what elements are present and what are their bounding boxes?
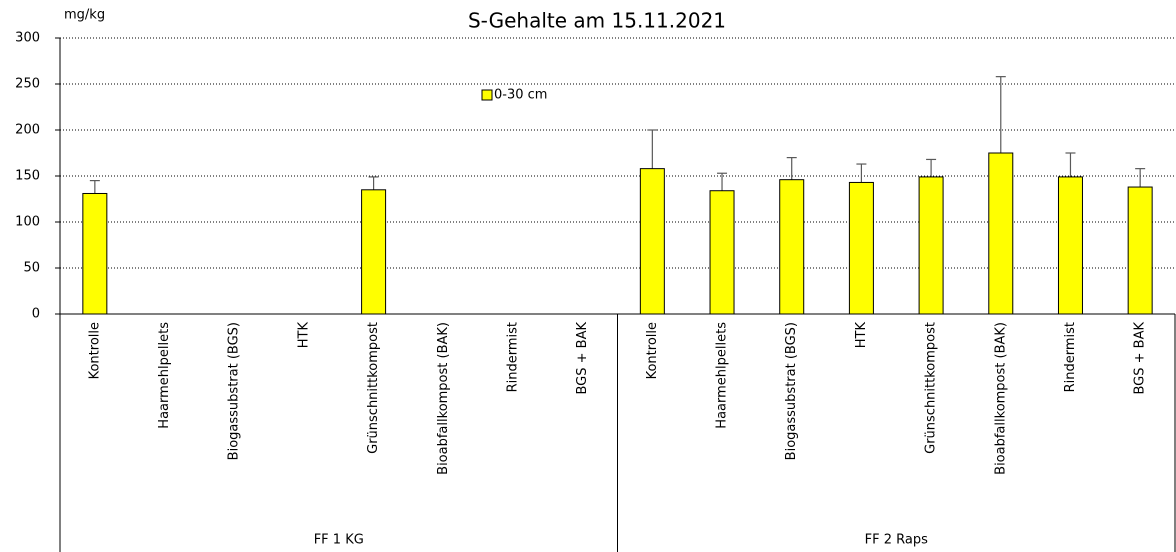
bar [918,176,944,315]
x-tick-label: Kontrolle [87,322,102,379]
x-tick-label: Grünschnittkompost [924,322,939,454]
x-tick-label: Rindermist [505,322,520,392]
bar [82,192,108,315]
x-tick-label: Biogassubstrat (BGS) [784,322,799,460]
bar [1127,186,1153,315]
y-tick-label: 50 [23,261,40,276]
y-tick-label: 0 [32,307,40,322]
x-tick-label: BGS + BAK [1133,322,1148,395]
chart-title: S-Gehalte am 15.11.2021 [468,9,726,33]
y-axis-label: mg/kg [64,8,105,23]
bar [709,190,735,315]
bar [639,168,665,315]
legend-swatch [481,89,493,101]
x-tick-label: BGS + BAK [575,322,590,395]
y-tick-label: 250 [15,77,40,92]
group-label: FF 2 Raps [865,533,928,548]
x-tick-label: Rindermist [1063,322,1078,392]
x-tick-label: Bioabfallkompost (BAK) [993,322,1008,475]
y-tick-label: 200 [15,123,40,138]
x-tick-label: Haarmehlpellets [715,322,730,429]
legend-label: 0-30 cm [494,88,547,103]
bar [848,181,874,315]
x-tick-label: Grünschnittkompost [366,322,381,454]
group-label: FF 1 KG [314,533,364,548]
bar [988,152,1014,315]
y-tick-label: 100 [15,215,40,230]
bar [361,189,387,315]
y-tick-label: 300 [15,31,40,46]
x-tick-label: Kontrolle [645,322,660,379]
x-tick-label: Haarmehlpellets [157,322,172,429]
x-tick-label: HTK [296,322,311,349]
bar [1057,176,1083,315]
bar [779,179,805,315]
x-tick-label: Biogassubstrat (BGS) [227,322,242,460]
y-tick-label: 150 [15,169,40,184]
x-tick-label: Bioabfallkompost (BAK) [436,322,451,475]
x-tick-label: HTK [854,322,869,349]
